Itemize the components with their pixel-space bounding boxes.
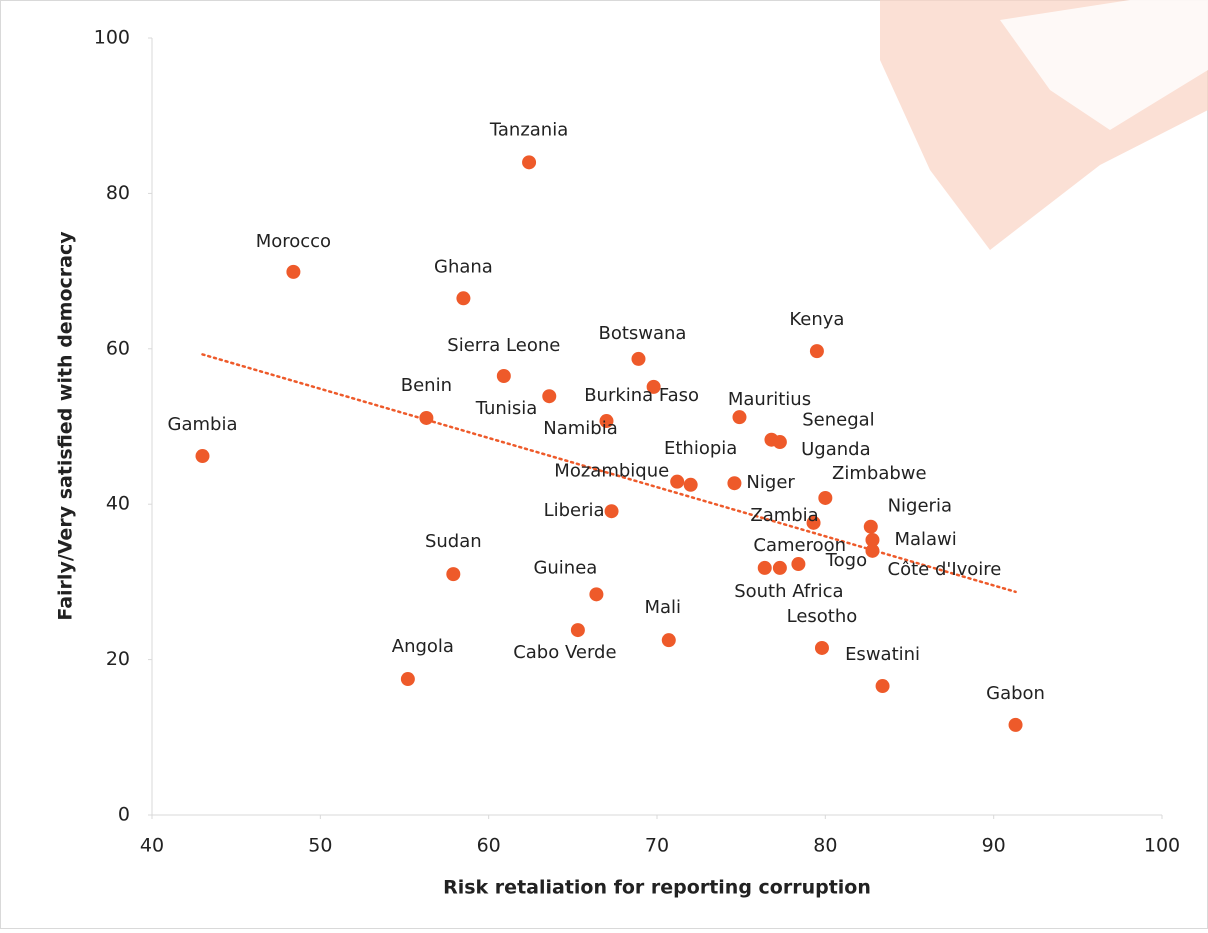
data-point <box>195 449 210 464</box>
point-label: Morocco <box>256 231 331 252</box>
point-label: Nigeria <box>888 496 952 517</box>
data-point <box>570 623 585 638</box>
point-label: Ghana <box>434 256 493 277</box>
data-point <box>683 477 698 492</box>
point-label: Malawi <box>894 529 956 550</box>
data-point <box>863 519 878 534</box>
point-label: Eswatini <box>845 644 920 665</box>
point-label: Lesotho <box>787 606 858 627</box>
point-label: Cameroon <box>753 535 846 556</box>
trendline <box>201 353 1017 594</box>
data-point <box>818 490 833 505</box>
data-point <box>542 389 557 404</box>
data-point <box>772 560 787 575</box>
y-axis-title: Fairly/Very satisfied with democracy <box>55 231 77 621</box>
data-point <box>400 672 415 687</box>
data-point <box>419 410 434 425</box>
point-label: Togo <box>825 550 867 571</box>
point-label: Senegal <box>802 410 874 431</box>
x-axis-title: Risk retaliation for reporting corruptio… <box>443 877 871 899</box>
point-label: Namibia <box>543 418 618 439</box>
point-label: Ethiopia <box>664 438 737 459</box>
data-point <box>522 155 537 170</box>
point-label: Liberia <box>544 500 605 521</box>
data-point <box>589 587 604 602</box>
y-tick-label: 0 <box>118 804 130 826</box>
data-point <box>875 679 890 694</box>
y-tick-label: 40 <box>106 493 130 515</box>
data-point <box>1008 717 1023 732</box>
data-point <box>631 351 646 366</box>
point-label: South Africa <box>734 581 843 602</box>
point-label: Benin <box>401 375 452 396</box>
data-point <box>604 504 619 519</box>
y-tick-label: 20 <box>106 648 130 670</box>
data-point <box>809 344 824 359</box>
point-label: Angola <box>392 636 454 657</box>
data-point <box>446 567 461 582</box>
point-label: Mozambique <box>554 461 669 482</box>
y-tick-label: 80 <box>106 182 130 204</box>
data-point <box>661 633 676 648</box>
x-tick-label: 90 <box>982 835 1006 857</box>
point-label: Botswana <box>598 323 686 344</box>
x-tick-label: 100 <box>1144 835 1180 857</box>
data-point <box>865 543 880 558</box>
point-label: Uganda <box>801 439 871 460</box>
x-tick-label: 40 <box>140 835 164 857</box>
x-tick-label: 70 <box>645 835 669 857</box>
point-label: Gabon <box>986 683 1045 704</box>
data-point <box>772 435 787 450</box>
point-label: Côte d'Ivoire <box>888 559 1002 580</box>
data-point <box>286 264 301 279</box>
data-point <box>865 532 880 547</box>
point-label: Tanzania <box>489 119 568 140</box>
data-point <box>791 557 806 572</box>
point-label: Mali <box>645 597 682 618</box>
point-label: Burkina Faso <box>584 385 699 406</box>
plot-area: 0 20 40 60 80 100 40 50 60 70 80 90 100 Gambia Morocco… <box>94 27 1180 857</box>
data-point <box>732 410 747 425</box>
point-label: Zimbabwe <box>832 463 927 484</box>
background-shape <box>1000 0 1208 130</box>
point-label: Sierra Leone <box>447 335 560 356</box>
point-label: Gambia <box>168 414 238 435</box>
data-point <box>757 560 772 575</box>
data-point <box>806 515 821 530</box>
x-tick-label: 50 <box>308 835 332 857</box>
y-tick-label: 60 <box>106 337 130 359</box>
data-point <box>599 414 614 429</box>
y-tick-label: 100 <box>94 27 130 49</box>
point-label: Zambia <box>750 505 818 526</box>
x-tick-label: 80 <box>813 835 837 857</box>
data-point <box>646 379 661 394</box>
point-label: Cabo Verde <box>513 642 616 663</box>
data-point <box>670 474 685 489</box>
data-point <box>496 368 511 383</box>
data-point <box>727 476 742 491</box>
data-point <box>814 640 829 655</box>
point-label: Mauritius <box>728 389 811 410</box>
x-tick-label: 60 <box>477 835 501 857</box>
data-point <box>456 291 471 306</box>
point-label: Guinea <box>533 557 597 578</box>
point-label: Tunisia <box>475 398 538 419</box>
point-label: Niger <box>746 472 795 493</box>
point-label: Kenya <box>789 309 844 330</box>
point-label: Sudan <box>425 531 482 552</box>
